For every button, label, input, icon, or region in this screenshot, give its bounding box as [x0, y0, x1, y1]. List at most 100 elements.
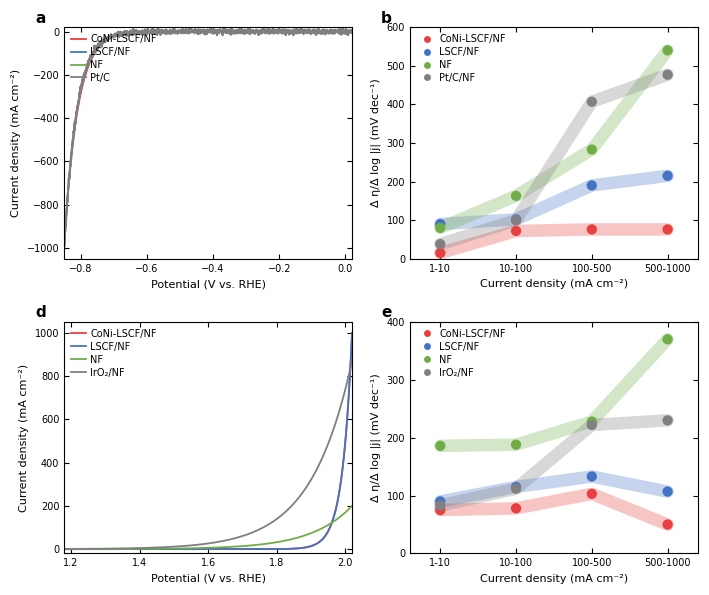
Line: NF: NF [64, 32, 352, 248]
IrO₂/NF [192, 541, 201, 549]
LSCF/NF [286, 545, 295, 552]
NF [60, 546, 68, 553]
NF [60, 245, 68, 252]
Point [586, 416, 598, 426]
IrO₂/NF [348, 358, 357, 365]
Point [586, 145, 598, 154]
Point [435, 223, 446, 233]
LSCF/NF [192, 28, 201, 35]
NF [192, 28, 201, 35]
Point [435, 441, 446, 450]
Point [510, 215, 522, 225]
CoNi-LSCF/NF [200, 28, 208, 35]
Line: CoNi-LSCF/NF: CoNi-LSCF/NF [64, 333, 352, 549]
Pt/C [200, 27, 208, 34]
Point [510, 191, 522, 201]
Point [435, 239, 446, 249]
LSCF/NF [60, 245, 68, 252]
CoNi-LSCF/NF [60, 245, 68, 252]
LSCF/NF [340, 455, 348, 462]
Point [586, 97, 598, 107]
LSCF/NF [348, 329, 357, 336]
NF [74, 546, 83, 553]
Point [510, 440, 522, 449]
Point [510, 482, 522, 491]
CoNi-LSCF/NF [60, 546, 68, 553]
IrO₂/NF [340, 393, 348, 400]
CoNi-LSCF/NF [348, 329, 357, 336]
CoNi-LSCF/NF [340, 28, 348, 35]
LSCF/NF [60, 546, 68, 553]
Legend: CoNi-LSCF/NF, LSCF/NF, NF, Pt/C/NF: CoNi-LSCF/NF, LSCF/NF, NF, Pt/C/NF [415, 32, 508, 84]
Point [586, 225, 598, 234]
LSCF/NF [348, 28, 357, 35]
LSCF/NF [74, 546, 83, 553]
CoNi-LSCF/NF [286, 545, 295, 552]
LSCF/NF [340, 456, 348, 464]
CoNi-LSCF/NF [74, 99, 83, 107]
LSCF/NF [74, 95, 83, 102]
Pt/C [286, 27, 295, 35]
Point [510, 215, 522, 224]
Point [435, 497, 446, 506]
Point [510, 503, 522, 513]
Point [510, 226, 522, 236]
Text: e: e [381, 305, 391, 320]
Point [662, 487, 674, 496]
NF [286, 28, 295, 35]
X-axis label: Potential (V vs. RHE): Potential (V vs. RHE) [150, 279, 266, 289]
LSCF/NF [200, 28, 208, 35]
Point [662, 46, 674, 55]
Y-axis label: Δ η/Δ log |j| (mV dec⁻¹): Δ η/Δ log |j| (mV dec⁻¹) [371, 373, 381, 502]
Pt/C [340, 28, 348, 35]
Point [662, 171, 674, 180]
Point [662, 225, 674, 234]
IrO₂/NF [286, 503, 295, 511]
IrO₂/NF [60, 546, 68, 553]
CoNi-LSCF/NF [200, 546, 208, 553]
Point [435, 505, 446, 515]
NF [200, 544, 208, 552]
NF [286, 536, 295, 543]
Line: LSCF/NF: LSCF/NF [64, 32, 352, 248]
Pt/C [348, 29, 357, 36]
Point [586, 472, 598, 481]
LSCF/NF [192, 546, 201, 553]
Y-axis label: Δ η/Δ log |j| (mV dec⁻¹): Δ η/Δ log |j| (mV dec⁻¹) [371, 79, 381, 208]
Legend: CoNi-LSCF/NF, LSCF/NF, NF, IrO₂/NF: CoNi-LSCF/NF, LSCF/NF, NF, IrO₂/NF [69, 327, 159, 380]
LSCF/NF [286, 28, 295, 35]
Point [435, 500, 446, 510]
CoNi-LSCF/NF [74, 546, 83, 553]
LSCF/NF [340, 28, 348, 35]
NF [192, 544, 201, 552]
NF [340, 511, 348, 518]
X-axis label: Potential (V vs. RHE): Potential (V vs. RHE) [150, 574, 266, 584]
CoNi-LSCF/NF [348, 28, 357, 35]
Pt/C [60, 243, 68, 250]
Point [662, 334, 674, 344]
Point [586, 489, 598, 499]
Line: Pt/C: Pt/C [64, 27, 352, 246]
NF [348, 502, 357, 509]
NF [348, 28, 357, 35]
Point [510, 484, 522, 493]
X-axis label: Current density (mA cm⁻²): Current density (mA cm⁻²) [480, 279, 628, 289]
Pt/C [340, 29, 348, 36]
NF [340, 28, 348, 35]
Pt/C [74, 96, 83, 103]
Y-axis label: Current density (mA cm⁻²): Current density (mA cm⁻²) [19, 364, 29, 512]
Line: LSCF/NF: LSCF/NF [64, 333, 352, 549]
Text: b: b [381, 11, 392, 26]
Point [662, 520, 674, 530]
CoNi-LSCF/NF [340, 456, 348, 464]
CoNi-LSCF/NF [286, 28, 295, 35]
Pt/C [192, 28, 201, 35]
CoNi-LSCF/NF [192, 28, 201, 35]
CoNi-LSCF/NF [340, 28, 348, 35]
NF [340, 511, 348, 518]
Pt/C [293, 24, 301, 31]
Line: IrO₂/NF: IrO₂/NF [64, 361, 352, 549]
Point [662, 416, 674, 425]
Point [435, 248, 446, 258]
Point [586, 181, 598, 190]
